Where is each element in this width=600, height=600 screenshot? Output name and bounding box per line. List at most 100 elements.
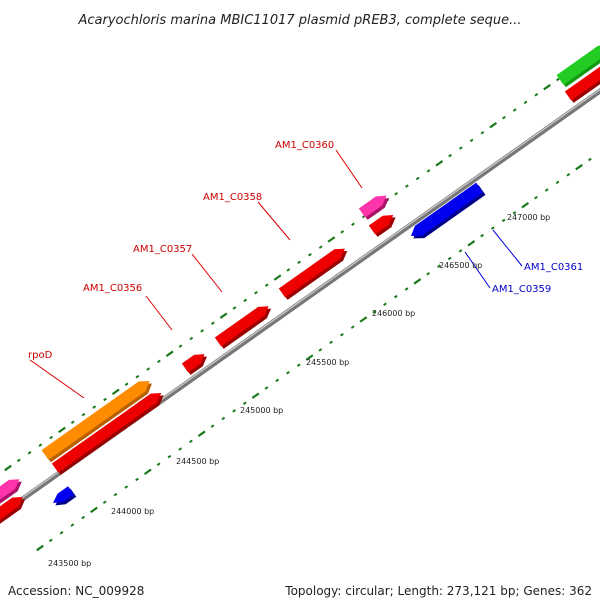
major-tick xyxy=(359,316,368,323)
gene-label-am1-c0356[interactable]: AM1_C0356 xyxy=(83,283,142,294)
gene-label-rpod[interactable]: rpoD xyxy=(28,350,53,361)
gene-blue-1[interactable] xyxy=(53,486,77,506)
minor-tick xyxy=(534,195,538,200)
minor-tick xyxy=(103,397,107,402)
gene-am1-c0359[interactable] xyxy=(411,182,486,239)
minor-tick xyxy=(27,451,32,455)
minor-tick xyxy=(59,531,64,535)
scale-label: 244500 bp xyxy=(176,457,219,466)
major-tick xyxy=(327,236,336,243)
minor-tick xyxy=(480,131,485,135)
major-tick xyxy=(489,121,498,129)
minor-tick xyxy=(16,458,21,463)
minor-tick xyxy=(340,332,344,337)
minor-tick xyxy=(178,344,183,348)
gene-features xyxy=(0,45,600,527)
minor-tick xyxy=(189,439,193,444)
major-tick xyxy=(543,83,551,91)
gene-am1-c0356[interactable] xyxy=(181,354,208,375)
minor-tick xyxy=(113,492,118,497)
minor-tick xyxy=(501,218,506,223)
minor-tick xyxy=(415,176,420,181)
gene-rpod-body xyxy=(41,381,150,460)
minor-tick xyxy=(157,359,161,364)
gene-label-am1-c0359[interactable]: AM1_C0359 xyxy=(492,284,551,295)
minor-tick xyxy=(426,272,431,276)
minor-tick xyxy=(70,420,75,425)
gene-am1-c0356-body xyxy=(181,354,205,373)
minor-tick xyxy=(146,367,151,371)
minor-tick xyxy=(350,325,355,329)
minor-tick xyxy=(48,538,53,543)
minor-tick xyxy=(523,100,528,105)
minor-tick xyxy=(70,523,75,527)
major-tick xyxy=(413,278,422,285)
gene-label-am1-c0358[interactable]: AM1_C0358 xyxy=(203,192,262,203)
minor-tick xyxy=(437,264,441,268)
minor-tick xyxy=(480,233,484,238)
gene-rpod[interactable] xyxy=(41,381,152,463)
gene-pink-1[interactable] xyxy=(0,479,22,507)
minor-tick xyxy=(102,500,107,505)
major-tick xyxy=(305,354,314,361)
gene-am1-c0359-body xyxy=(411,182,484,236)
minor-tick xyxy=(458,146,463,150)
major-tick xyxy=(521,201,530,209)
major-tick xyxy=(273,274,282,281)
gene-am1-c0358[interactable] xyxy=(278,248,348,300)
gene-red-1[interactable] xyxy=(51,392,164,475)
minor-tick xyxy=(156,462,161,466)
gene-am1-c0360-body xyxy=(358,195,387,218)
scale-label: 246500 bp xyxy=(439,261,482,270)
minor-tick xyxy=(458,249,463,253)
major-tick xyxy=(58,426,66,434)
minor-tick xyxy=(426,169,431,173)
gene-blue-1-body xyxy=(53,486,74,503)
minor-tick xyxy=(264,283,269,287)
minor-tick xyxy=(393,294,398,299)
minor-tick xyxy=(394,192,399,196)
scale-label: 246000 bp xyxy=(372,309,415,318)
minor-tick xyxy=(200,329,204,333)
minor-tick xyxy=(124,485,129,489)
minor-tick xyxy=(329,340,333,345)
gene-label-am1-c0357[interactable]: AM1_C0357 xyxy=(133,244,192,255)
minor-tick xyxy=(232,409,236,413)
gene-red-2[interactable] xyxy=(0,496,26,527)
major-tick xyxy=(197,430,206,437)
gene-red-3[interactable] xyxy=(368,214,396,237)
minor-tick xyxy=(383,302,387,306)
minor-tick xyxy=(544,188,549,192)
minor-tick xyxy=(318,245,323,249)
gene-labels: rpoD AM1_C0356 AM1_C0357 AM1_C0358 AM1_C… xyxy=(28,140,583,399)
scale-label: 247000 bp xyxy=(507,213,550,222)
gene-red-4[interactable] xyxy=(564,61,600,103)
minor-tick xyxy=(534,92,539,97)
minor-tick xyxy=(502,115,506,120)
gene-green-1[interactable] xyxy=(556,45,600,88)
gene-leader-am1-c0356 xyxy=(145,295,173,331)
gene-red-2-body xyxy=(0,496,23,520)
minor-tick xyxy=(286,371,290,375)
gene-am1-c0360[interactable] xyxy=(358,195,389,220)
gene-am1-c0357[interactable] xyxy=(214,306,272,349)
gene-leader-rpod xyxy=(29,359,85,399)
minor-tick xyxy=(167,454,172,459)
gene-label-am1-c0361[interactable]: AM1_C0361 xyxy=(524,262,583,273)
minor-tick xyxy=(566,172,571,177)
minor-tick xyxy=(405,184,409,188)
gene-leader-am1-c0358 xyxy=(257,201,291,241)
major-tick xyxy=(251,392,260,399)
minor-tick xyxy=(469,138,474,143)
scale-labels: 243500 bp 244000 bp 244500 bp 245000 bp … xyxy=(48,213,550,568)
gene-am1-c0357-body xyxy=(214,306,269,347)
major-tick xyxy=(165,350,174,357)
gene-label-am1-c0360[interactable]: AM1_C0360 xyxy=(275,140,334,151)
major-tick xyxy=(467,240,476,247)
minor-tick xyxy=(404,287,409,291)
minor-tick xyxy=(178,447,183,451)
minor-tick xyxy=(275,378,280,383)
gene-leader-am1-c0359 xyxy=(464,251,491,289)
minor-tick xyxy=(512,211,517,215)
